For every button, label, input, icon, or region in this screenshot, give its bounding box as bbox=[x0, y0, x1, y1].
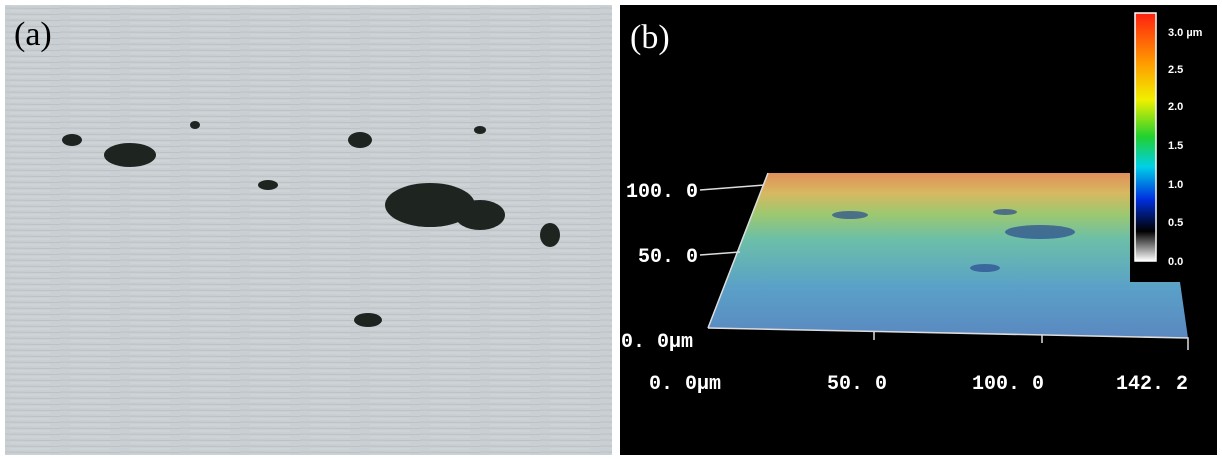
colorbar-label: 2.5 bbox=[1168, 64, 1183, 76]
colorbar-label: 1.0 bbox=[1168, 179, 1183, 191]
colorbar-label: 1.5 bbox=[1168, 140, 1183, 152]
y-axis-label: 50. 0 bbox=[638, 246, 698, 269]
y-axis-label: 100. 0 bbox=[626, 181, 698, 204]
x-axis-label: 142. 2 bbox=[1116, 373, 1188, 396]
figure: (a) 3.0 µm 2.5 2.0 1.5 1.0 0.5 0.0 100. … bbox=[0, 0, 1222, 459]
colorbar bbox=[1135, 13, 1156, 261]
colorbar-label: 0.0 bbox=[1168, 256, 1183, 268]
colorbar-label: 3.0 µm bbox=[1168, 27, 1203, 39]
y-axis-label: 0. 0µm bbox=[621, 331, 693, 354]
colorbar-label: 0.5 bbox=[1168, 217, 1183, 229]
panel-b: 3.0 µm 2.5 2.0 1.5 1.0 0.5 0.0 100. 0 50… bbox=[620, 5, 1217, 455]
panel-label: (a) bbox=[14, 16, 52, 53]
surface bbox=[708, 173, 1188, 338]
x-axis-label: 100. 0 bbox=[972, 373, 1044, 396]
colorbar-label: 2.0 bbox=[1168, 101, 1183, 113]
micrograph bbox=[5, 5, 612, 455]
x-axis-label: 50. 0 bbox=[827, 373, 887, 396]
panel-a: (a) bbox=[5, 5, 612, 455]
x-axis-label: 0. 0µm bbox=[649, 373, 721, 396]
panel-label: (b) bbox=[630, 19, 670, 56]
